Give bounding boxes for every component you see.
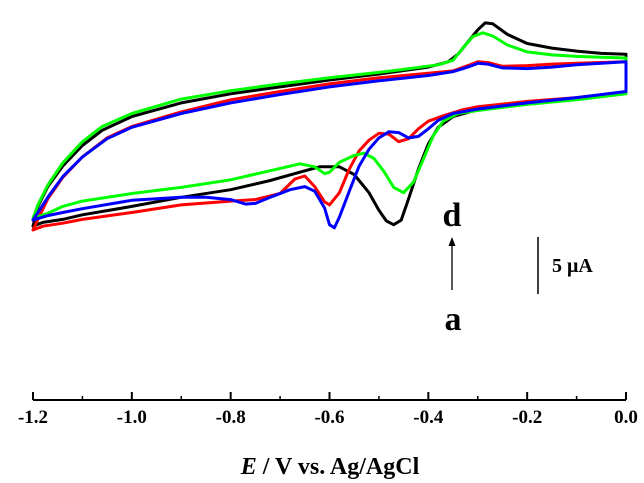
x-tick-label: -0.4 bbox=[413, 407, 444, 428]
cv-curve-2 bbox=[31, 60, 628, 232]
cv-curves bbox=[31, 21, 628, 232]
annotation-label-a: a bbox=[445, 301, 462, 338]
x-axis-ticks bbox=[32, 392, 627, 400]
x-tick-label: -0.6 bbox=[314, 407, 344, 428]
cv-curve-3 bbox=[31, 31, 628, 221]
cv-curve-4 bbox=[31, 60, 628, 230]
x-tick-label: -1.2 bbox=[18, 407, 48, 428]
scan-arrow-head bbox=[448, 237, 456, 246]
x-axis-title: E / V vs. Ag/AgCl bbox=[240, 454, 420, 480]
scale-bar-label: 5 μA bbox=[552, 255, 593, 277]
x-tick-label: -0.2 bbox=[512, 407, 542, 428]
scan-direction-annotation: d a bbox=[443, 197, 462, 338]
annotation-label-d: d bbox=[443, 197, 462, 234]
x-tick-label: 0.0 bbox=[614, 407, 638, 428]
x-axis: -1.2 -1.0 -0.8 -0.6 -0.4 -0.2 0.0 bbox=[18, 392, 638, 428]
x-tick-label: -0.8 bbox=[216, 407, 246, 428]
scale-bar: 5 μA bbox=[537, 237, 593, 294]
x-axis-tick-labels: -1.2 -1.0 -0.8 -0.6 -0.4 -0.2 0.0 bbox=[18, 407, 638, 428]
x-axis-title-unit: / V vs. Ag/AgCl bbox=[257, 454, 420, 480]
x-axis-title-variable: E bbox=[240, 454, 257, 480]
x-tick-label: -1.0 bbox=[117, 407, 147, 428]
